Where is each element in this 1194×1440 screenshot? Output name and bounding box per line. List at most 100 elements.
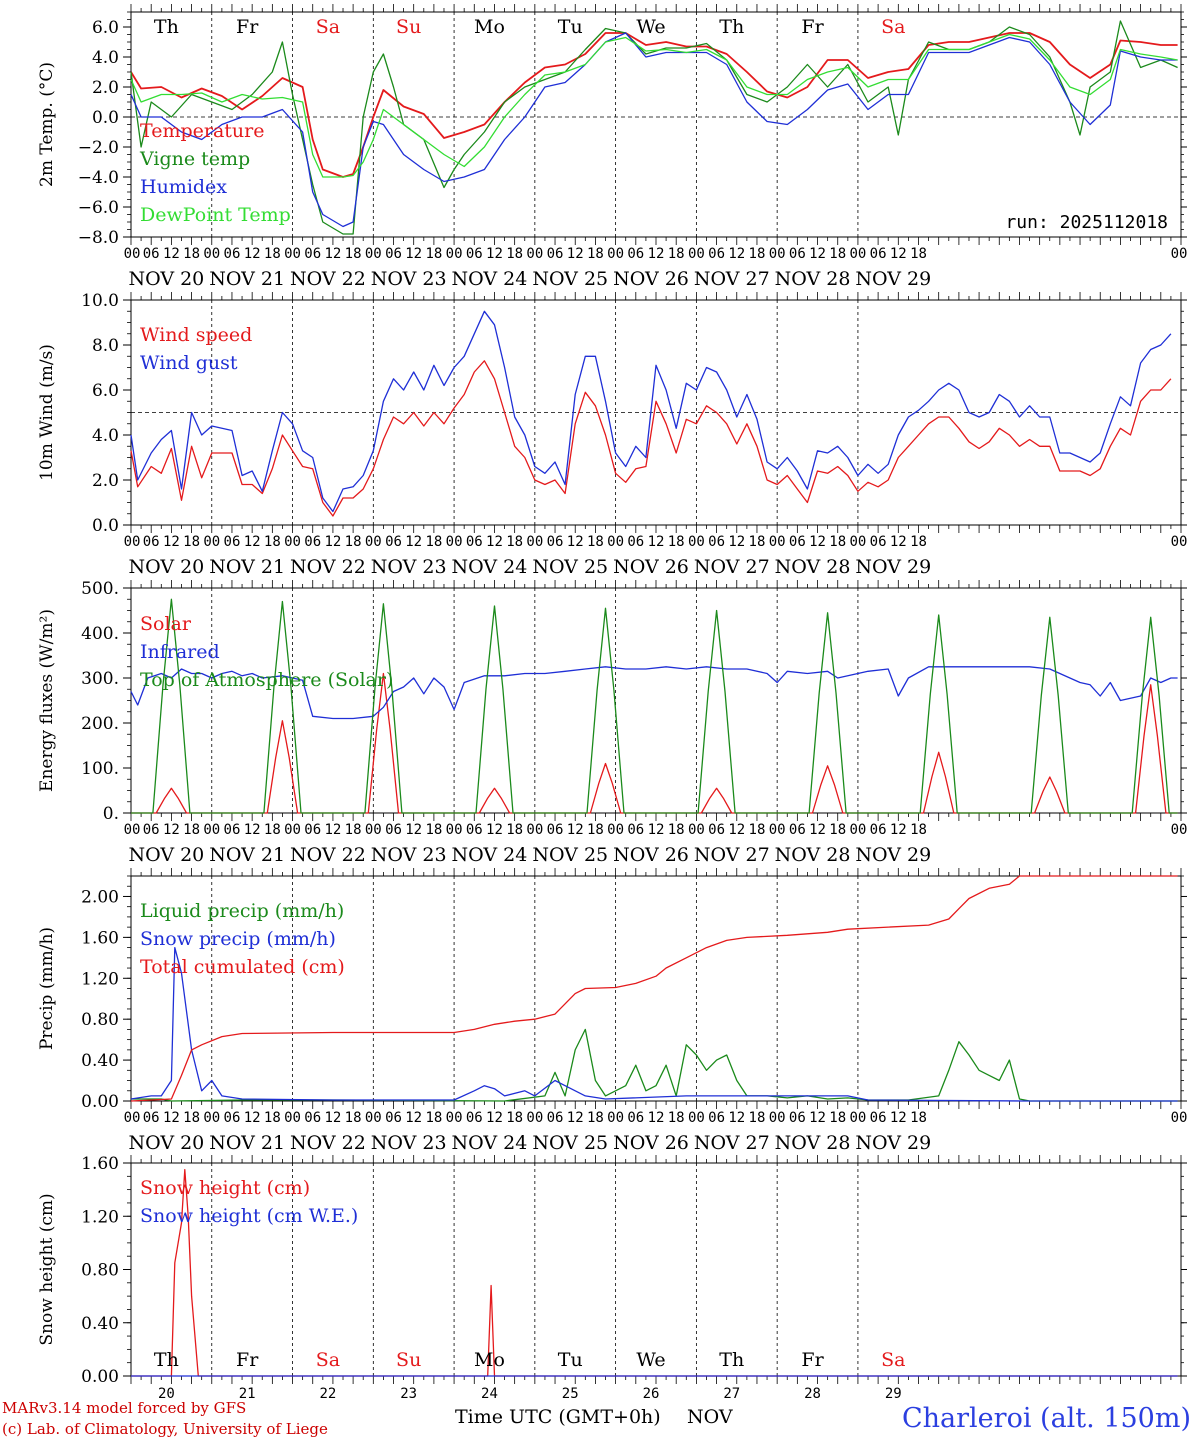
date-label: NOV 28 — [775, 844, 851, 866]
hour-tick-label: 12 — [324, 246, 341, 262]
y-tick-label: 1.20 — [81, 969, 119, 989]
hour-tick-label: 12 — [648, 246, 665, 262]
date-label: NOV 21 — [209, 844, 285, 866]
y-tick-label: 0.00 — [81, 1092, 119, 1112]
date-label: NOV 21 — [209, 556, 285, 578]
footer: MARv3.14 model forced by GFS (c) Lab. of … — [2, 1399, 1191, 1438]
hour-tick-label: 00 — [769, 1110, 786, 1126]
legend-entry: Total cumulated (cm) — [140, 956, 345, 978]
hour-tick-label: 00 — [365, 1110, 382, 1126]
date-label: NOV 25 — [532, 268, 608, 290]
y-tick-label: 4.0 — [92, 426, 119, 446]
hour-tick-label: 00 — [203, 534, 220, 550]
plot-frame — [130, 587, 1182, 814]
hour-tick-label: 12 — [648, 1110, 665, 1126]
y-axis-label: 10m Wind (m/s) — [37, 344, 57, 481]
hour-tick-label: 00 — [284, 534, 301, 550]
panel-1: 6.0 4.0 2.0 0.0 −2.0 −4.0 −6.0 −8.0 2m Temp. (°C… — [37, 4, 1187, 290]
hour-tick-label: 00 — [526, 534, 543, 550]
hour-tick-label: 00 — [849, 822, 866, 838]
hour-tick-label: 00 — [849, 1110, 866, 1126]
hour-tick-label: 06 — [870, 246, 887, 262]
hour-tick-label: 06 — [224, 534, 241, 550]
hour-tick-label: 00 — [124, 246, 141, 262]
hour-tick-label: 00 — [526, 246, 543, 262]
day-names-top: Th Fr Sa Su Mo Tu We Th Fr Sa — [154, 16, 906, 38]
hour-tick-label: 18 — [425, 534, 442, 550]
hour-tick-label: 18 — [506, 1110, 523, 1126]
hour-tick-label: 06 — [870, 822, 887, 838]
hour-tick-label: 18 — [425, 1110, 442, 1126]
y-tick-label: 1.20 — [81, 1207, 119, 1227]
hour-tick-label: 00 — [203, 822, 220, 838]
hour-tick-label: 00 — [1171, 246, 1188, 262]
hour-tick-label: 18 — [264, 822, 281, 838]
date-label: NOV 25 — [532, 556, 608, 578]
date-label: NOV 21 — [209, 1132, 285, 1154]
date-label: NOV 26 — [613, 268, 689, 290]
hour-tick-label: 00 — [688, 246, 705, 262]
hour-tick-label: 00 — [526, 822, 543, 838]
panel-3: 500. 400. 300. 200. 100. 0. Energy fluxes (W/m… — [37, 579, 1187, 866]
hour-tick-label: 18 — [749, 822, 766, 838]
hour-tick-label: 06 — [385, 534, 402, 550]
month-label: NOV — [687, 1406, 733, 1428]
y-tick-label: 6.0 — [92, 18, 119, 38]
hour-tick-label: 00 — [526, 1110, 543, 1126]
hour-tick-label: 12 — [324, 822, 341, 838]
day-numbers: 20 21 22 23 24 25 26 27 28 29 — [158, 1386, 902, 1402]
hour-tick-label: 18 — [587, 822, 604, 838]
hour-tick-label: 12 — [405, 246, 422, 262]
hour-tick-label: 00 — [284, 246, 301, 262]
hour-tick-label: 00 — [769, 246, 786, 262]
date-label: NOV 27 — [694, 1132, 770, 1154]
hour-tick-label: 18 — [506, 246, 523, 262]
date-label: NOV 29 — [855, 268, 931, 290]
hour-tick-label: 00 — [284, 1110, 301, 1126]
hour-tick-label: 06 — [385, 246, 402, 262]
date-label: NOV 24 — [452, 556, 528, 578]
legend-entry: Snow precip (mm/h) — [140, 928, 336, 950]
hour-tick-label: 06 — [304, 534, 321, 550]
y-tick-label: 100. — [81, 759, 119, 779]
hour-tick-label: 12 — [486, 1110, 503, 1126]
y-tick-label: 0. — [103, 804, 119, 824]
date-label: NOV 28 — [775, 556, 851, 578]
y-tick-label: 6.0 — [92, 381, 119, 401]
y-tick-label: 0.0 — [92, 108, 119, 128]
hour-tick-label: 18 — [910, 246, 927, 262]
date-label: NOV 21 — [209, 268, 285, 290]
hour-tick-label: 12 — [405, 534, 422, 550]
legend-entry: Infrared — [140, 641, 220, 663]
hour-tick-label: 18 — [829, 246, 846, 262]
hour-tick-label: 12 — [486, 822, 503, 838]
hour-tick-label: 06 — [143, 822, 160, 838]
run-label: run: 2025112018 — [1005, 212, 1168, 233]
hour-tick-label: 12 — [486, 246, 503, 262]
date-label: NOV 20 — [128, 556, 204, 578]
date-label: NOV 24 — [452, 268, 528, 290]
hour-tick-label: 06 — [627, 246, 644, 262]
day-name: We — [636, 1349, 665, 1371]
hour-tick-label: 00 — [284, 822, 301, 838]
hour-tick-label: 00 — [607, 534, 624, 550]
hour-tick-label: 06 — [143, 246, 160, 262]
hour-tick-label: 00 — [688, 534, 705, 550]
day-number: 24 — [481, 1386, 498, 1402]
hour-tick-label: 12 — [728, 822, 745, 838]
hour-tick-label: 06 — [224, 822, 241, 838]
y-tick-label: 0.80 — [81, 1010, 119, 1030]
credit-line-2: (c) Lab. of Climatology, University of L… — [2, 1420, 328, 1438]
hour-tick-label: 12 — [405, 1110, 422, 1126]
hour-tick-label: 06 — [870, 1110, 887, 1126]
hour-tick-label: 06 — [143, 1110, 160, 1126]
legend-entry: Solar — [140, 613, 192, 635]
hour-tick-label: 06 — [627, 822, 644, 838]
date-label: NOV 24 — [452, 844, 528, 866]
legend-entry: Vigne temp — [139, 148, 250, 170]
day-name: Sa — [881, 16, 905, 38]
